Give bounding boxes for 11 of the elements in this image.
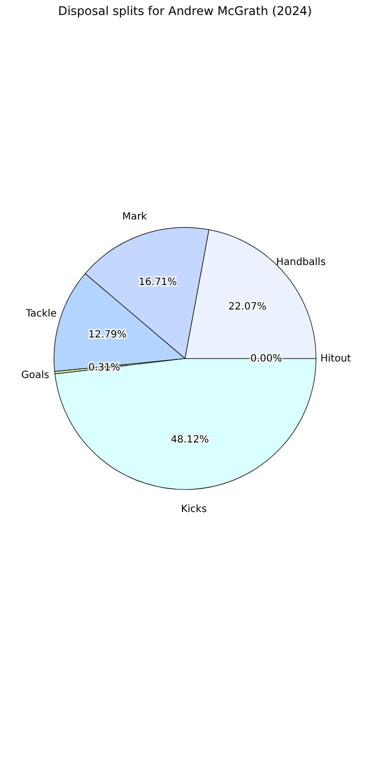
slice-label: Tackle (24, 308, 57, 320)
data-label: 22.07% (228, 302, 267, 313)
slice-label: Handballs (276, 257, 326, 268)
data-label: 12.79% (88, 329, 127, 340)
data-label: 48.12% (170, 434, 209, 446)
slice-label: Mark (122, 212, 148, 223)
chart-title: Disposal splits for Andrew McGrath (2024) (58, 4, 312, 18)
slice-label: Goals (21, 370, 50, 381)
data-label: 16.71% (138, 276, 177, 288)
slice-label: Kicks (180, 504, 207, 515)
category-label: Hitout (320, 354, 351, 364)
